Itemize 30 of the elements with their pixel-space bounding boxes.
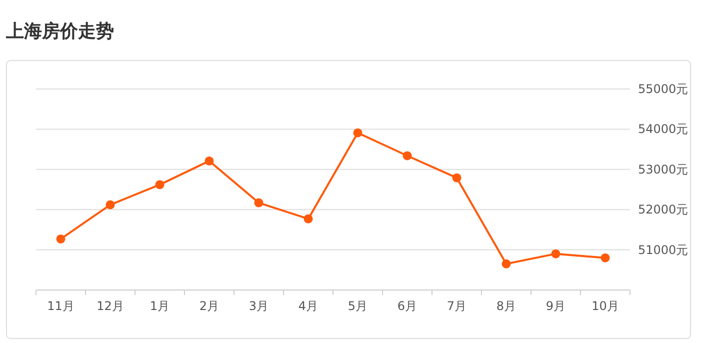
x-tick-label: 5月 xyxy=(348,299,368,313)
x-tick-label: 2月 xyxy=(199,299,220,313)
point xyxy=(600,253,610,262)
y-tick-label: 54000元 xyxy=(638,122,688,136)
y-tick-label: 53000元 xyxy=(638,162,688,176)
x-tick-label: 7月 xyxy=(446,299,467,313)
point xyxy=(353,128,362,138)
y-tick-label: 52000元 xyxy=(638,202,688,217)
x-tick-label: 1月 xyxy=(150,299,170,313)
point xyxy=(551,249,560,258)
point xyxy=(502,259,511,268)
x-tick-label: 11月 xyxy=(47,299,74,313)
point xyxy=(254,198,264,208)
x-tick-label: 4月 xyxy=(298,299,318,313)
x-tick-label: 10月 xyxy=(592,299,619,313)
y-tick-label: 55000元 xyxy=(638,82,688,96)
point xyxy=(56,234,66,244)
x-tick-label: 12月 xyxy=(96,299,124,313)
x-tick-label: 6月 xyxy=(397,299,418,313)
point xyxy=(402,151,412,160)
point xyxy=(155,180,164,190)
x-tick-label: 3月 xyxy=(248,299,269,313)
x-tick-label: 8月 xyxy=(496,299,516,313)
x-tick-label: 9月 xyxy=(546,299,566,313)
chart-title: 上海房价走势 xyxy=(5,21,114,42)
y-tick-label: 51000元 xyxy=(638,242,688,257)
point xyxy=(106,200,115,210)
point xyxy=(304,214,313,224)
point xyxy=(452,173,462,182)
point xyxy=(204,156,214,166)
